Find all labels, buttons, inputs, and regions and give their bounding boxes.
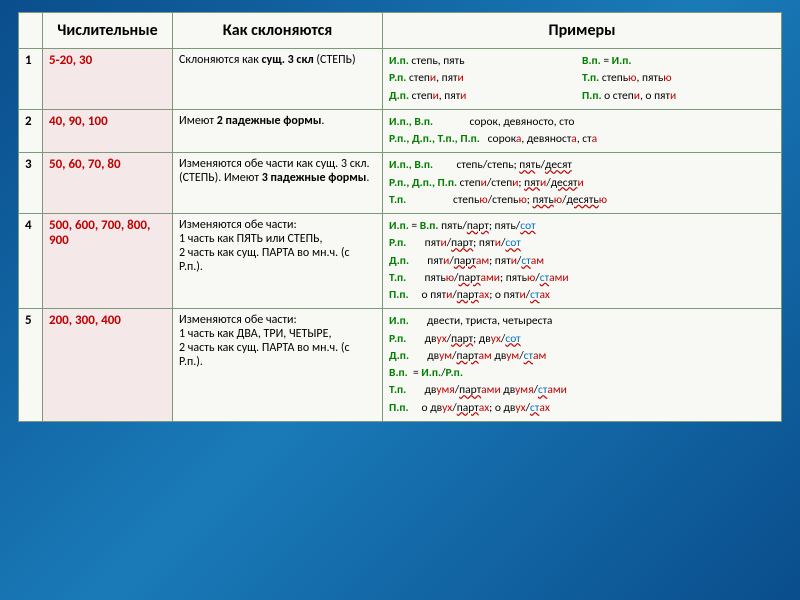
declension-cell: Имеют 2 падежные формы. <box>173 109 383 153</box>
declension-cell: Изменяются обе части как сущ. 3 скл.(СТЕ… <box>173 153 383 214</box>
header-row: Числительные Как склоняются Примеры <box>19 13 782 49</box>
declension-table: Числительные Как склоняются Примеры 15-2… <box>18 12 782 422</box>
numerals-cell: 40, 90, 100 <box>43 109 173 153</box>
numerals-cell: 5-20, 30 <box>43 49 173 110</box>
row-number: 1 <box>19 49 43 110</box>
numerals-cell: 500, 600, 700, 800, 900 <box>43 214 173 309</box>
table-row: 4500, 600, 700, 800, 900Изменяются обе ч… <box>19 214 782 309</box>
examples-cell: И.п. = В.п. пять/парт; пять/сотР.п. пяти… <box>383 214 782 309</box>
examples-cell: И.п. степь, пятьР.п. степи, пятиД.п. сте… <box>383 49 782 110</box>
examples-cell: И.п. двести, триста, четырестаР.п. двух/… <box>383 309 782 422</box>
numerals-cell: 50, 60, 70, 80 <box>43 153 173 214</box>
table-row: 15-20, 30Склоняются как сущ. 3 скл (СТЕП… <box>19 49 782 110</box>
table-row: 5200, 300, 400Изменяются обе части:1 час… <box>19 309 782 422</box>
numerals-cell: 200, 300, 400 <box>43 309 173 422</box>
header-examples: Примеры <box>383 13 782 49</box>
declension-cell: Изменяются обе части:1 часть как ДВА, ТР… <box>173 309 383 422</box>
declension-cell: Изменяются обе части:1 часть как ПЯТЬ ил… <box>173 214 383 309</box>
header-declension: Как склоняются <box>173 13 383 49</box>
declension-cell: Склоняются как сущ. 3 скл (СТЕПЬ) <box>173 49 383 110</box>
examples-cell: И.п., В.п. степь/степь; пять/десятР.п., … <box>383 153 782 214</box>
row-number: 3 <box>19 153 43 214</box>
row-number: 4 <box>19 214 43 309</box>
table-row: 350, 60, 70, 80Изменяются обе части как … <box>19 153 782 214</box>
examples-cell: И.п., В.п. сорок, девяносто, стоР.п., Д.… <box>383 109 782 153</box>
header-num <box>19 13 43 49</box>
row-number: 2 <box>19 109 43 153</box>
row-number: 5 <box>19 309 43 422</box>
table-row: 240, 90, 100Имеют 2 падежные формы.И.п.,… <box>19 109 782 153</box>
header-numerals: Числительные <box>43 13 173 49</box>
